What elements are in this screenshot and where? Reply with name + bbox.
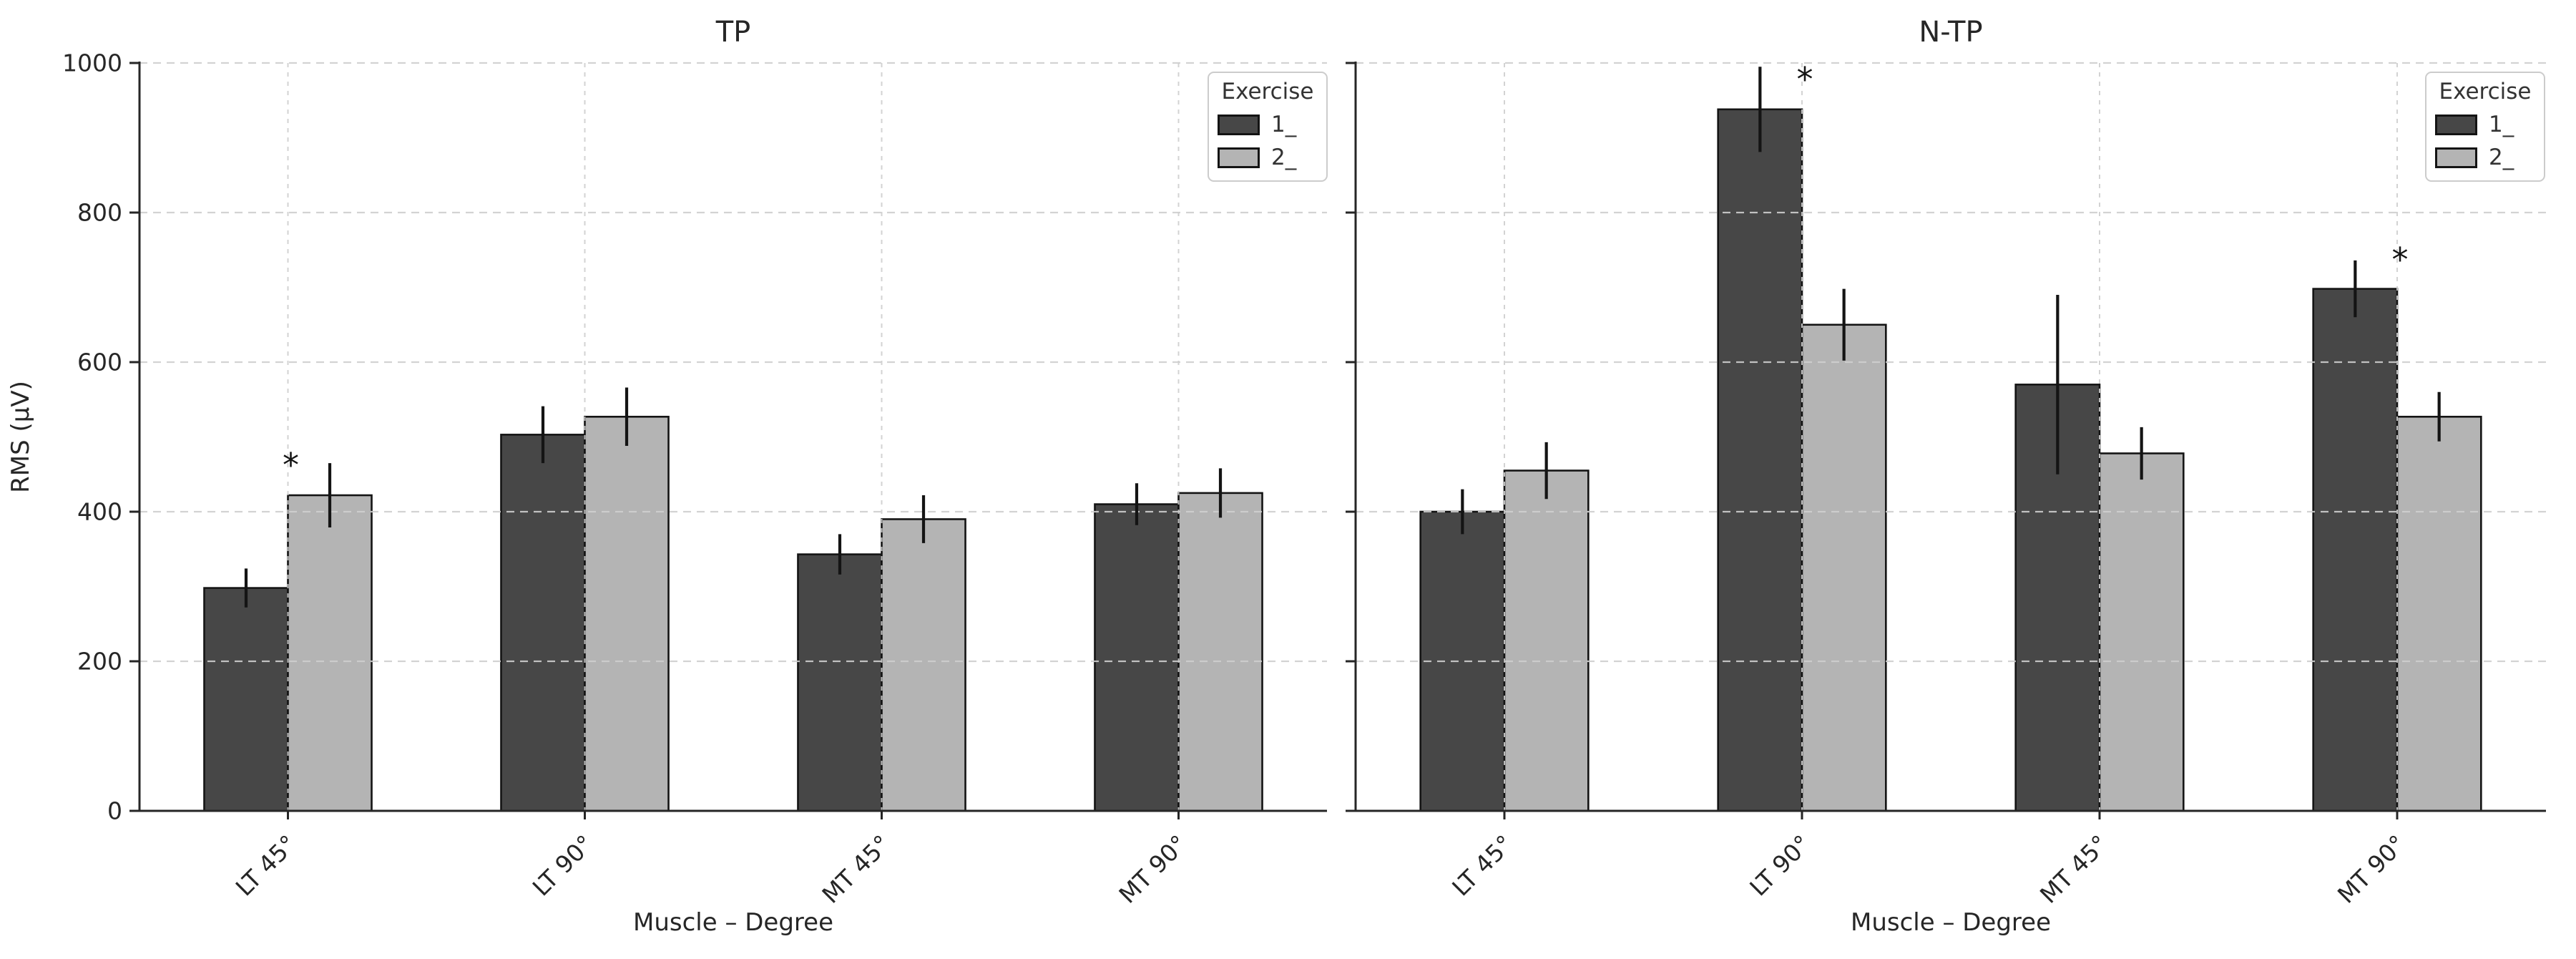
bar-TP-LT 45°-exercise-1_ [203,587,289,812]
y-tick-label: 200 [77,648,122,676]
bar-TP-MT 45°-exercise-1_ [797,553,883,812]
significance-asterisk: * [283,446,299,485]
bar-TP-LT 90°-exercise-1_ [500,434,586,812]
legend-swatch-exercise-1 [2435,114,2477,135]
legend-swatch-exercise-2 [2435,147,2477,168]
legend-label-exercise-1: 1_ [1271,112,1297,137]
bar-TP-MT 90°-exercise-1_ [1094,503,1180,812]
significance-asterisk: * [1797,60,1813,99]
x-tick-label: LT 45° [1446,829,1518,901]
x-tick-label: LT 45° [230,829,302,901]
bar-N-TP-MT 90°-exercise-2_ [2396,415,2482,812]
bar-N-TP-LT 45°-exercise-1_ [1419,510,1506,812]
x-axis-label: Muscle – Degree [1851,908,2051,937]
bar-TP-MT 45°-exercise-2_ [881,518,966,812]
legend-ntp: Exercise 1_ 2_ [2425,72,2545,182]
x-tick-label: MT 90° [2332,829,2411,909]
bar-N-TP-LT 45°-exercise-2_ [1503,469,1590,812]
legend-entry-exercise-2: 2_ [2435,145,2535,170]
x-tick-label: LT 90° [527,829,599,901]
legend-swatch-exercise-1 [1218,114,1260,135]
y-axis-label: RMS (μV) [6,381,35,493]
legend-label-exercise-2: 2_ [2489,145,2514,170]
y-tick-label: 800 [77,199,122,227]
bar-N-TP-LT 90°-exercise-2_ [1801,323,1887,812]
legend-entry-exercise-1: 1_ [1218,112,1318,137]
chart-title: N-TP [1919,16,1982,49]
bar-TP-MT 90°-exercise-2_ [1177,492,1263,812]
y-tick-label: 0 [107,797,122,825]
significance-asterisk: * [2392,240,2409,279]
y-tick-label: 400 [77,498,122,526]
legend-tp: Exercise 1_ 2_ [1208,72,1328,182]
x-axis-label: Muscle – Degree [633,908,833,937]
y-tick-label: 600 [77,349,122,376]
legend-title: Exercise [2439,79,2532,104]
legend-entry-exercise-1: 1_ [2435,112,2535,137]
legend-swatch-exercise-2 [1218,147,1260,168]
legend-title: Exercise [1221,79,1314,104]
x-tick-label: MT 90° [1113,829,1192,909]
bar-TP-LT 45°-exercise-2_ [287,494,373,812]
x-tick-label: LT 90° [1744,829,1816,901]
legend-label-exercise-1: 1_ [2489,112,2514,137]
x-tick-label: MT 45° [2034,829,2114,909]
x-tick-label: MT 45° [816,829,896,909]
y-tick-label: 1000 [62,49,122,77]
legend-label-exercise-2: 2_ [1271,145,1297,170]
bar-TP-LT 90°-exercise-2_ [584,415,670,812]
legend-entry-exercise-2: 2_ [1218,145,1318,170]
bar-N-TP-MT 90°-exercise-1_ [2312,288,2399,812]
chart-title: TP [715,16,751,49]
bar-N-TP-MT 45°-exercise-2_ [2098,452,2185,812]
bar-N-TP-LT 90°-exercise-1_ [1717,108,1803,812]
